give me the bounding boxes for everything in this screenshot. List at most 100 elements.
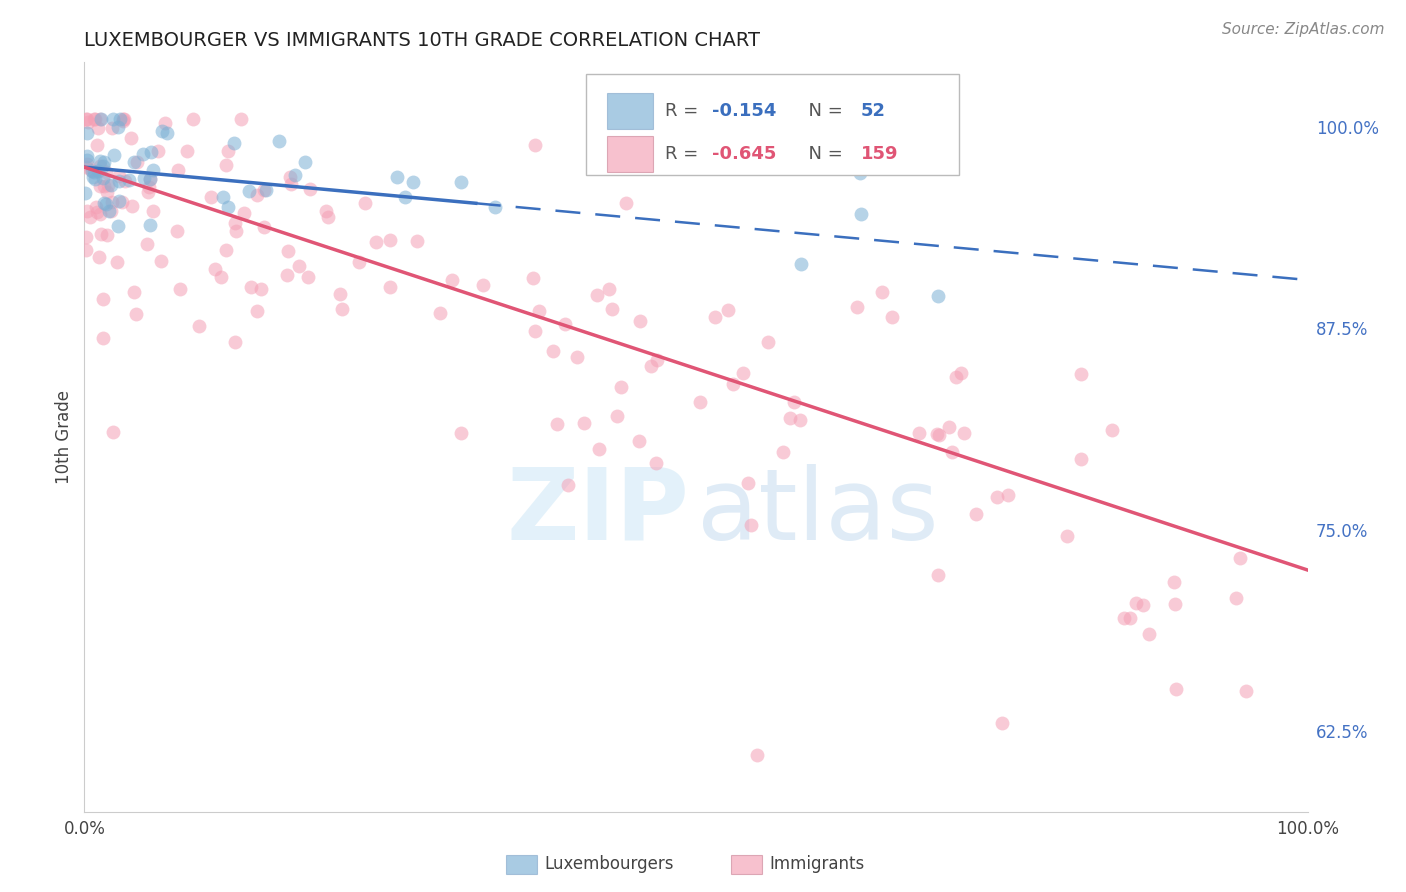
Point: [950, 367, 973, 381]
Point: [187, 319, 209, 334]
Point: [233, 206, 256, 220]
Point: [953, 425, 976, 440]
Point: [870, 285, 893, 299]
Point: [1125, 596, 1147, 610]
Point: [527, 304, 550, 318]
Point: [249, 282, 271, 296]
Point: [284, 168, 307, 182]
Point: [136, 237, 159, 252]
Point: [87, 121, 110, 136]
Point: [1056, 529, 1078, 543]
Point: [76, 157, 98, 171]
Point: [214, 158, 236, 172]
Point: [572, 417, 595, 431]
Point: [1229, 551, 1251, 566]
Point: [111, 194, 134, 209]
Point: [557, 478, 579, 492]
Point: [90, 227, 112, 241]
Point: [380, 280, 402, 294]
Point: [89, 207, 111, 221]
Point: [112, 112, 135, 126]
Point: [107, 120, 129, 134]
Point: [347, 255, 370, 269]
Point: [276, 268, 298, 282]
Point: [880, 310, 903, 324]
Point: [96, 185, 118, 199]
Point: [107, 174, 129, 188]
Point: [209, 270, 232, 285]
Point: [789, 413, 811, 427]
Point: [136, 186, 159, 200]
Point: [114, 174, 136, 188]
Point: [91, 331, 114, 345]
Point: [747, 748, 769, 763]
Point: [139, 218, 162, 232]
Point: [167, 162, 190, 177]
Text: 52: 52: [860, 103, 886, 120]
Point: [96, 197, 118, 211]
Point: [380, 233, 402, 247]
Point: [142, 203, 165, 218]
Point: [849, 166, 872, 180]
Point: [214, 243, 236, 257]
Point: [75, 244, 97, 258]
Point: [267, 134, 290, 148]
Point: [997, 488, 1019, 502]
Point: [142, 163, 165, 178]
Point: [252, 220, 274, 235]
Text: -0.645: -0.645: [711, 145, 776, 163]
Point: [991, 716, 1014, 731]
Point: [204, 262, 226, 277]
Point: [211, 190, 233, 204]
Point: [108, 194, 131, 208]
Point: [125, 307, 148, 321]
Point: [91, 159, 114, 173]
Text: N =: N =: [797, 103, 849, 120]
Text: R =: R =: [665, 103, 704, 120]
Point: [450, 425, 472, 440]
Point: [703, 310, 725, 324]
Point: [772, 444, 794, 458]
Point: [565, 350, 588, 364]
Point: [76, 112, 98, 126]
Point: [1132, 598, 1154, 612]
Point: [986, 490, 1008, 504]
FancyBboxPatch shape: [586, 74, 959, 175]
Point: [851, 206, 873, 220]
Point: [93, 155, 115, 169]
Point: [224, 216, 246, 230]
Point: [1164, 597, 1187, 611]
Point: [181, 112, 204, 126]
Point: [756, 335, 779, 350]
Point: [75, 186, 97, 200]
Point: [277, 244, 299, 258]
Point: [98, 204, 121, 219]
Point: [1137, 627, 1160, 641]
Point: [76, 153, 98, 167]
Point: [779, 411, 801, 425]
Point: [132, 146, 155, 161]
FancyBboxPatch shape: [606, 136, 654, 172]
Point: [846, 301, 869, 315]
Point: [630, 314, 652, 328]
Point: [908, 426, 931, 441]
Point: [225, 224, 247, 238]
Text: Luxembourgers: Luxembourgers: [544, 855, 673, 873]
Point: [103, 148, 125, 162]
Point: [484, 200, 506, 214]
Text: N =: N =: [797, 145, 849, 163]
Point: [75, 230, 97, 244]
Point: [1225, 591, 1247, 605]
Point: [222, 136, 245, 151]
Point: [364, 235, 387, 249]
Point: [294, 154, 316, 169]
Point: [246, 188, 269, 202]
Point: [122, 285, 145, 299]
Point: [640, 359, 662, 374]
Point: [91, 170, 114, 185]
Point: [721, 376, 744, 391]
Point: [330, 302, 353, 317]
Point: [609, 380, 631, 394]
Point: [965, 507, 987, 521]
Point: [790, 257, 813, 271]
